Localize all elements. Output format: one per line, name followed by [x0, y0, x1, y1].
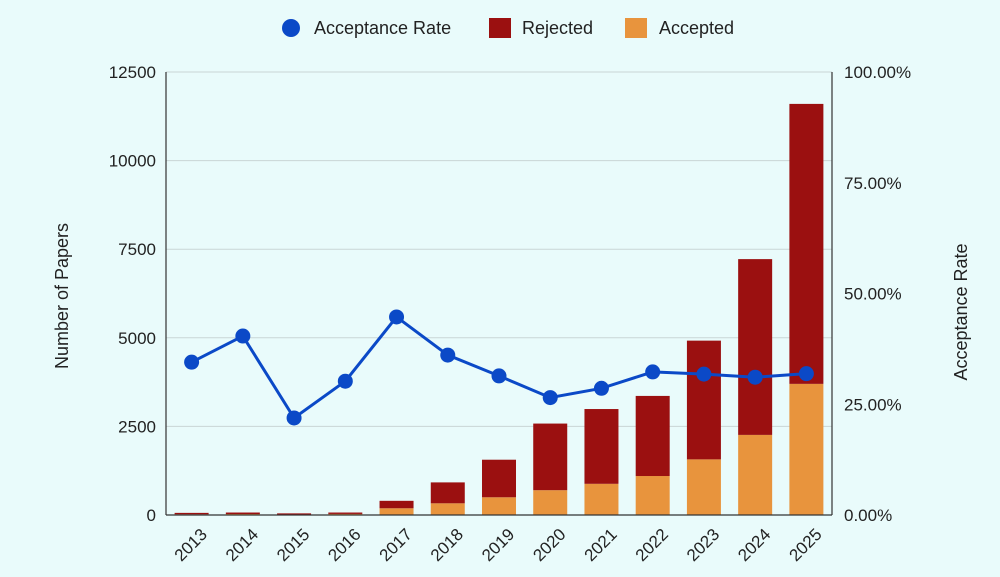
y-tick-label: 7500	[118, 240, 156, 259]
y-tick-label: 10000	[109, 152, 156, 171]
x-tick-label: 2016	[324, 525, 364, 565]
acceptance-rate-point-2017	[389, 309, 405, 325]
bar-accepted-2024	[738, 434, 773, 515]
bar-rejected-2020	[533, 423, 568, 491]
legend-label-acceptance-rate: Acceptance Rate	[314, 18, 451, 38]
x-tick-label: 2021	[581, 525, 621, 565]
legend-marker-accepted	[625, 18, 647, 38]
acceptance-rate-point-2023	[696, 366, 712, 382]
legend: Acceptance Rate Rejected Accepted	[282, 18, 734, 38]
acceptance-rate-point-2019	[491, 368, 507, 384]
x-tick-label: 2025	[786, 525, 826, 565]
bar-rejected-2025	[789, 103, 824, 384]
bar-rejected-2013	[174, 512, 209, 515]
acceptance-rate-point-2025	[798, 366, 814, 382]
acceptance-rate-point-2022	[645, 364, 661, 380]
y-tick-label: 12500	[109, 63, 156, 82]
bar-accepted-2025	[789, 383, 824, 515]
grid-lines	[166, 71, 832, 427]
bar-rejected-2018	[430, 482, 465, 504]
x-tick-label: 2019	[478, 525, 518, 565]
x-tick-label: 2024	[734, 525, 774, 565]
y2-tick-label: 25.00%	[844, 395, 902, 414]
x-tick-label: 2018	[427, 525, 467, 565]
x-tick-label: 2017	[376, 525, 416, 565]
acceptance-rate-point-2024	[747, 369, 763, 385]
y-tick-label: 0	[147, 506, 156, 525]
y-tick-label: 5000	[118, 329, 156, 348]
bar-accepted-2018	[430, 503, 465, 515]
acceptance-rate-point-2013	[184, 354, 200, 370]
legend-label-accepted: Accepted	[659, 18, 734, 38]
bar-rejected-2024	[738, 259, 773, 435]
acceptance-rate-point-2014	[235, 328, 251, 344]
bar-rejected-2014	[225, 512, 260, 515]
bar-accepted-2022	[635, 476, 670, 515]
acceptance-rate-point-2020	[542, 390, 558, 406]
acceptance-rate-line	[184, 309, 814, 426]
bar-rejected-2017	[379, 500, 414, 509]
legend-marker-acceptance-rate	[282, 19, 300, 37]
bars	[174, 103, 824, 515]
x-tick-label: 2015	[273, 525, 313, 565]
y2-tick-label: 0.00%	[844, 506, 892, 525]
x-tick-label: 2023	[683, 525, 723, 565]
bar-rejected-2016	[328, 512, 363, 514]
legend-label-rejected: Rejected	[522, 18, 593, 38]
bar-accepted-2019	[482, 497, 516, 515]
y2-tick-label: 100.00%	[844, 63, 911, 82]
bar-accepted-2021	[584, 483, 619, 515]
x-tick-label: 2014	[222, 525, 262, 565]
y2-tick-label: 50.00%	[844, 285, 902, 304]
bar-accepted-2017	[379, 508, 414, 515]
x-tick-label: 2020	[529, 525, 569, 565]
y2-tick-label: 75.00%	[844, 174, 902, 193]
acceptance-rate-point-2018	[440, 347, 456, 363]
bar-rejected-2021	[584, 409, 619, 484]
bar-rejected-2022	[635, 395, 670, 477]
y-tick-label: 2500	[118, 417, 156, 436]
x-tick-label: 2022	[632, 525, 672, 565]
acceptance-rate-point-2015	[286, 410, 302, 426]
bar-rejected-2015	[277, 513, 312, 515]
y2-axis-title: Acceptance Rate	[951, 243, 971, 380]
bar-rejected-2023	[686, 340, 721, 460]
bar-accepted-2023	[686, 459, 721, 515]
bar-accepted-2020	[533, 490, 568, 515]
axes	[165, 72, 833, 516]
acceptance-rate-point-2016	[337, 373, 353, 389]
bar-rejected-2019	[482, 459, 516, 498]
x-tick-label: 2013	[171, 525, 211, 565]
y-axis-title: Number of Papers	[52, 223, 72, 369]
acceptance-rate-point-2021	[593, 380, 609, 396]
legend-marker-rejected	[489, 18, 511, 38]
